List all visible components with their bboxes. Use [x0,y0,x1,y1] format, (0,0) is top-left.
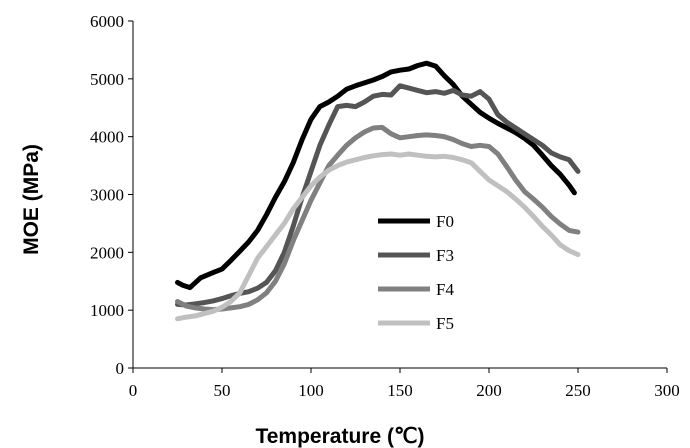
legend-label-f5: F5 [436,314,454,333]
series-line-f0 [175,60,577,291]
x-tick-label: 150 [387,381,413,400]
y-tick-label: 6000 [90,12,124,31]
series-line-f4 [175,124,581,313]
legend-label-f0: F0 [436,212,454,231]
y-tick-label: 2000 [90,243,124,262]
x-tick-label: 50 [214,381,231,400]
legend-label-f4: F4 [436,280,454,299]
x-tick-label: 100 [298,381,324,400]
legend-label-f3: F3 [436,246,454,265]
y-tick-label: 5000 [90,70,124,89]
series-line-f3 [175,83,581,308]
series-line-f5 [175,151,581,322]
y-axis-title: MOE (MPa) [20,144,43,255]
x-tick-label: 200 [476,381,502,400]
axes: 0 1000 2000 3000 4000 5000 6000 0 50 100 150 200 250… [90,12,680,400]
series-group [175,60,581,322]
x-tick-label: 0 [129,381,138,400]
y-tick-label: 3000 [90,186,124,205]
y-tick-label: 1000 [90,301,124,320]
y-tick-label: 4000 [90,128,124,147]
x-tick-label: 250 [565,381,591,400]
y-tick-label: 0 [116,359,125,378]
x-axis-title: Temperature (℃) [255,425,424,448]
x-tick-label: 300 [654,381,680,400]
legend: F0 F3 F4 F5 [378,212,454,333]
